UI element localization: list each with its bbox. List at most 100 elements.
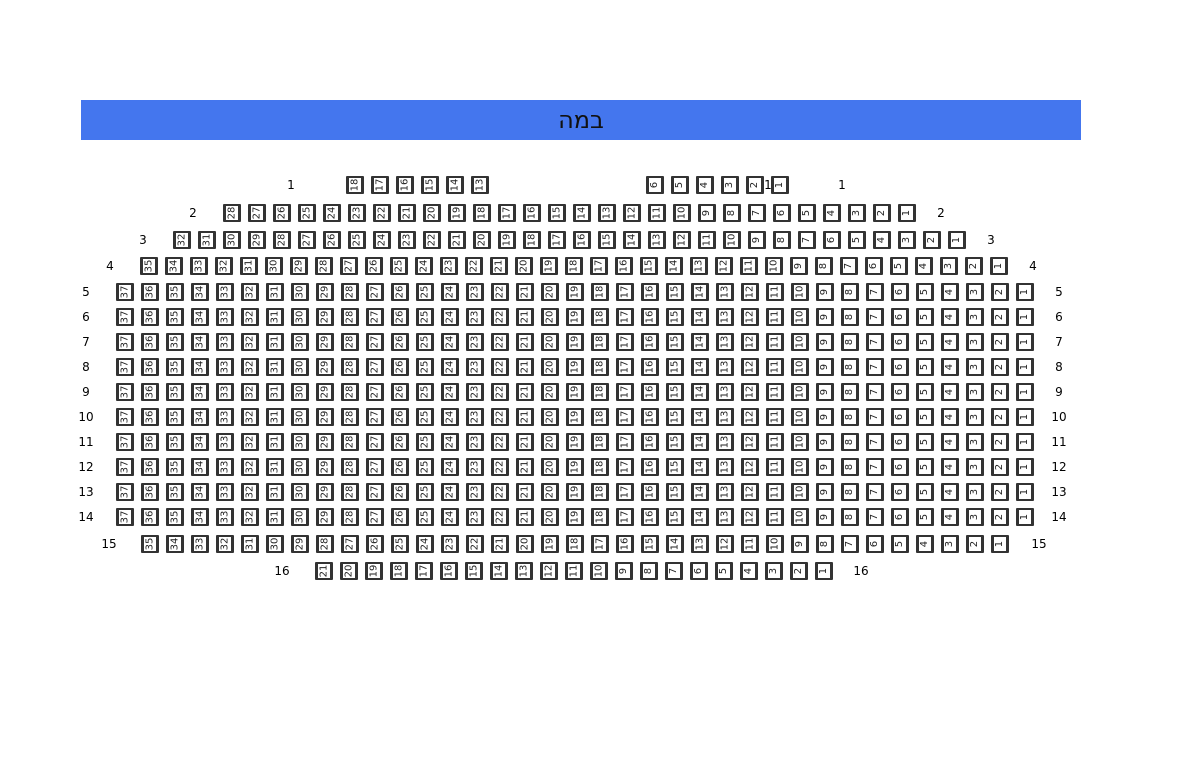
seat-row-8-33[interactable]: 33 <box>216 358 234 376</box>
seat-row-13-2[interactable]: 2 <box>991 483 1009 501</box>
seat-row-2-6[interactable]: 6 <box>773 204 791 222</box>
seat-row-5-17[interactable]: 17 <box>616 283 634 301</box>
seat-row-12-21[interactable]: 21 <box>516 458 534 476</box>
seat-row-12-6[interactable]: 6 <box>891 458 909 476</box>
seat-row-15-31[interactable]: 31 <box>241 535 259 553</box>
seat-row-3-22[interactable]: 22 <box>423 231 441 249</box>
seat-row-13-10[interactable]: 10 <box>791 483 809 501</box>
seat-row-8-23[interactable]: 23 <box>466 358 484 376</box>
seat-row-8-1[interactable]: 1 <box>1016 358 1034 376</box>
seat-row-4-22[interactable]: 22 <box>465 257 483 275</box>
seat-row-3-27[interactable]: 27 <box>298 231 316 249</box>
seat-row-5-26[interactable]: 26 <box>391 283 409 301</box>
seat-row-3-24[interactable]: 24 <box>373 231 391 249</box>
seat-row-7-10[interactable]: 10 <box>791 333 809 351</box>
seat-row-3-5[interactable]: 5 <box>848 231 866 249</box>
seat-row-3-30[interactable]: 30 <box>223 231 241 249</box>
seat-row-13-20[interactable]: 20 <box>541 483 559 501</box>
seat-row-5-11[interactable]: 11 <box>766 283 784 301</box>
seat-row-11-16[interactable]: 16 <box>641 433 659 451</box>
seat-row-2-5[interactable]: 5 <box>798 204 816 222</box>
seat-row-12-37[interactable]: 37 <box>116 458 134 476</box>
seat-row-15-29[interactable]: 29 <box>291 535 309 553</box>
seat-row-9-3[interactable]: 3 <box>966 383 984 401</box>
seat-row-7-8[interactable]: 8 <box>841 333 859 351</box>
seat-row-9-26[interactable]: 26 <box>391 383 409 401</box>
seat-row-9-2[interactable]: 2 <box>991 383 1009 401</box>
seat-row-10-22[interactable]: 22 <box>491 408 509 426</box>
seat-row-6-17[interactable]: 17 <box>616 308 634 326</box>
seat-row-12-7[interactable]: 7 <box>866 458 884 476</box>
seat-row-16-20[interactable]: 20 <box>340 562 358 580</box>
seat-row-4-32[interactable]: 32 <box>215 257 233 275</box>
seat-row-12-15[interactable]: 15 <box>666 458 684 476</box>
seat-row-13-13[interactable]: 13 <box>716 483 734 501</box>
seat-row-5-20[interactable]: 20 <box>541 283 559 301</box>
seat-row-6-16[interactable]: 16 <box>641 308 659 326</box>
seat-row-3-29[interactable]: 29 <box>248 231 266 249</box>
seat-row-15-26[interactable]: 26 <box>366 535 384 553</box>
seat-row-12-20[interactable]: 20 <box>541 458 559 476</box>
seat-row-4-11[interactable]: 11 <box>740 257 758 275</box>
seat-row-5-5[interactable]: 5 <box>916 283 934 301</box>
seat-row-6-5[interactable]: 5 <box>916 308 934 326</box>
seat-row-12-19[interactable]: 19 <box>566 458 584 476</box>
seat-row-4-28[interactable]: 28 <box>315 257 333 275</box>
seat-row-11-5[interactable]: 5 <box>916 433 934 451</box>
seat-row-5-33[interactable]: 33 <box>216 283 234 301</box>
seat-row-8-5[interactable]: 5 <box>916 358 934 376</box>
seat-row-16-16[interactable]: 16 <box>440 562 458 580</box>
seat-row-13-16[interactable]: 16 <box>641 483 659 501</box>
seat-row-11-18[interactable]: 18 <box>591 433 609 451</box>
seat-row-6-1[interactable]: 1 <box>1016 308 1034 326</box>
seat-row-13-18[interactable]: 18 <box>591 483 609 501</box>
seat-row-8-25[interactable]: 25 <box>416 358 434 376</box>
seat-row-9-5[interactable]: 5 <box>916 383 934 401</box>
seat-row-13-33[interactable]: 33 <box>216 483 234 501</box>
seat-row-7-1[interactable]: 1 <box>1016 333 1034 351</box>
seat-row-4-19[interactable]: 19 <box>540 257 558 275</box>
seat-row-7-15[interactable]: 15 <box>666 333 684 351</box>
seat-row-8-27[interactable]: 27 <box>366 358 384 376</box>
seat-row-5-12[interactable]: 12 <box>741 283 759 301</box>
seat-row-6-31[interactable]: 31 <box>266 308 284 326</box>
seat-row-14-29[interactable]: 29 <box>316 508 334 526</box>
seat-row-13-6[interactable]: 6 <box>891 483 909 501</box>
seat-row-7-14[interactable]: 14 <box>691 333 709 351</box>
seat-row-7-34[interactable]: 34 <box>191 333 209 351</box>
seat-row-6-36[interactable]: 36 <box>141 308 159 326</box>
seat-row-10-18[interactable]: 18 <box>591 408 609 426</box>
seat-row-13-24[interactable]: 24 <box>441 483 459 501</box>
seat-row-12-23[interactable]: 23 <box>466 458 484 476</box>
seat-row-2-26[interactable]: 26 <box>273 204 291 222</box>
seat-row-2-1[interactable]: 1 <box>898 204 916 222</box>
seat-row-10-24[interactable]: 24 <box>441 408 459 426</box>
seat-row-2-18[interactable]: 18 <box>473 204 491 222</box>
seat-row-12-34[interactable]: 34 <box>191 458 209 476</box>
seat-row-4-15[interactable]: 15 <box>640 257 658 275</box>
seat-row-3-3[interactable]: 3 <box>898 231 916 249</box>
seat-row-3-13[interactable]: 13 <box>648 231 666 249</box>
seat-row-15-32[interactable]: 32 <box>216 535 234 553</box>
seat-row-11-10[interactable]: 10 <box>791 433 809 451</box>
seat-row-9-15[interactable]: 15 <box>666 383 684 401</box>
seat-row-11-20[interactable]: 20 <box>541 433 559 451</box>
seat-row-12-25[interactable]: 25 <box>416 458 434 476</box>
seat-row-10-2[interactable]: 2 <box>991 408 1009 426</box>
seat-row-12-30[interactable]: 30 <box>291 458 309 476</box>
seat-row-8-34[interactable]: 34 <box>191 358 209 376</box>
seat-row-16-1[interactable]: 1 <box>815 562 833 580</box>
seat-row-2-27[interactable]: 27 <box>248 204 266 222</box>
seat-row-7-31[interactable]: 31 <box>266 333 284 351</box>
seat-row-5-4[interactable]: 4 <box>941 283 959 301</box>
seat-row-11-12[interactable]: 12 <box>741 433 759 451</box>
seat-row-14-25[interactable]: 25 <box>416 508 434 526</box>
seat-row-7-18[interactable]: 18 <box>591 333 609 351</box>
seat-row-16-5[interactable]: 5 <box>715 562 733 580</box>
seat-row-2-15[interactable]: 15 <box>548 204 566 222</box>
seat-row-7-22[interactable]: 22 <box>491 333 509 351</box>
seat-row-10-11[interactable]: 11 <box>766 408 784 426</box>
seat-row-8-6[interactable]: 6 <box>891 358 909 376</box>
seat-row-4-14[interactable]: 14 <box>665 257 683 275</box>
seat-row-16-15[interactable]: 15 <box>465 562 483 580</box>
